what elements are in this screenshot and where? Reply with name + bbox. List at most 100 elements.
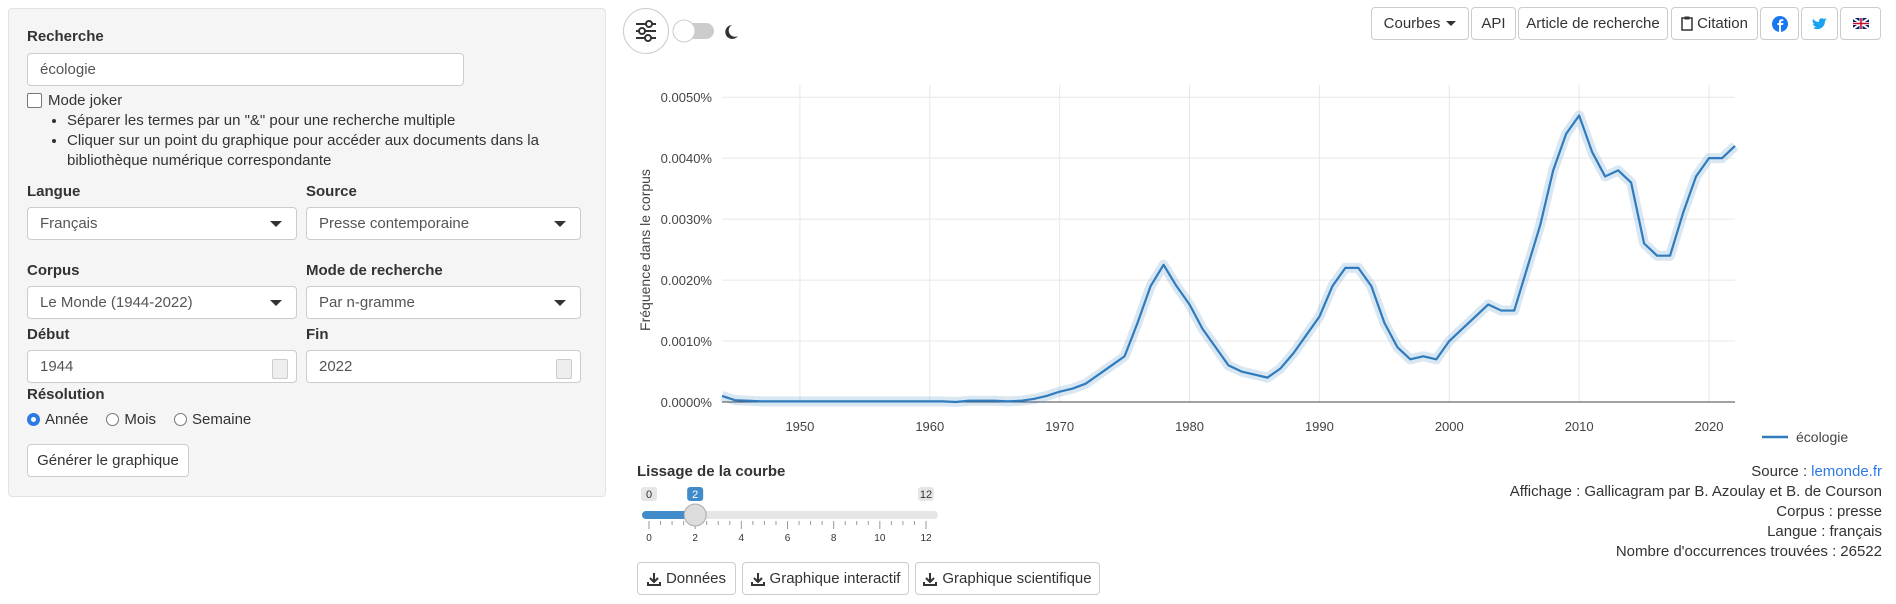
- slider-value: [687, 487, 704, 501]
- theme-toggle[interactable]: [672, 18, 742, 44]
- select-value: Le Monde (1944-2022): [40, 294, 193, 311]
- generate-button[interactable]: Générer le graphique: [27, 444, 189, 477]
- joker-label: Mode joker: [48, 92, 123, 109]
- x-tick-label: 1970: [1045, 419, 1074, 434]
- slider-max: [918, 487, 934, 501]
- info-label: Corpus :: [1776, 503, 1833, 520]
- slider-tick-label: 2: [692, 533, 698, 544]
- select-value: Presse contemporaine: [319, 215, 470, 232]
- info-line: Corpus : presse: [1776, 503, 1882, 520]
- download-icon: [646, 572, 661, 586]
- y-tick-label: 0.0020%: [661, 273, 713, 288]
- search-input[interactable]: écologie: [27, 53, 464, 86]
- slider-label: Lissage de la courbe: [637, 463, 786, 480]
- info-value: français: [1829, 523, 1882, 540]
- field-label: Source: [306, 183, 357, 200]
- twitter-button[interactable]: [1801, 7, 1838, 40]
- input-value: 2022: [319, 358, 353, 375]
- select[interactable]: Par n-gramme: [306, 286, 581, 319]
- search-label: Recherche: [27, 28, 104, 45]
- legend-label: écologie: [1796, 429, 1848, 445]
- info-value: presse: [1836, 503, 1882, 520]
- dropdown-button[interactable]: Courbes: [1371, 7, 1469, 40]
- download-button[interactable]: Graphique interactif: [742, 562, 909, 595]
- radio-group: Année Mois Semaine: [27, 411, 251, 428]
- line: [721, 114, 1736, 404]
- slider-tick-label: 6: [785, 533, 791, 544]
- joker-row: Mode joker: [27, 92, 122, 109]
- slider-min-label: 0: [646, 489, 652, 501]
- select[interactable]: Français: [27, 207, 297, 240]
- twitter-icon: [1812, 17, 1827, 29]
- checkbox[interactable]: [27, 93, 42, 108]
- download-icon: [923, 572, 938, 586]
- y-axis-title: Fréquence dans le corpus: [637, 169, 653, 331]
- radio-option[interactable]: Année: [27, 411, 88, 428]
- button-label: Citation: [1697, 15, 1748, 32]
- y-tick-label: 0.0030%: [661, 212, 713, 227]
- info-label: Source :: [1751, 463, 1808, 480]
- slider-tick-label: 0: [646, 533, 652, 544]
- info-label: Langue :: [1767, 523, 1826, 540]
- x-tick-label: 2010: [1565, 419, 1594, 434]
- select[interactable]: Presse contemporaine: [306, 207, 581, 240]
- slider[interactable]: 0 12 2 0 2 4 6 8 10 12: [630, 484, 950, 546]
- number-input[interactable]: 1944: [27, 350, 297, 383]
- select-value: Français: [40, 215, 98, 232]
- download-button[interactable]: Graphique scientifique: [915, 562, 1100, 595]
- tip: Cliquer sur un point du graphique pour a…: [67, 131, 587, 171]
- x-tick-label: 1990: [1305, 419, 1334, 434]
- citation-button[interactable]: Citation: [1671, 7, 1758, 40]
- number-input[interactable]: 2022: [306, 350, 581, 383]
- field-label: Résolution: [27, 386, 105, 403]
- button-label: Données: [665, 570, 727, 587]
- select[interactable]: Le Monde (1944-2022): [27, 286, 297, 319]
- info-label: Affichage :: [1509, 483, 1581, 500]
- radio-option[interactable]: Semaine: [174, 411, 251, 428]
- x-tick-label: 1950: [785, 419, 814, 434]
- article-button[interactable]: Article de recherche: [1518, 7, 1668, 40]
- info-line: Affichage : Gallicagram par B. Azoulay et…: [1510, 483, 1882, 500]
- chart: Fréquence dans le corpus 0.0000% 0.0010% 0…: [637, 85, 1848, 445]
- field-label: Mode de recherche: [306, 262, 443, 279]
- y-tick-label: 0.0040%: [661, 151, 713, 166]
- y-tick-label: 0.0000%: [661, 395, 713, 410]
- field-label: Début: [27, 326, 70, 343]
- api-button[interactable]: API: [1471, 7, 1516, 40]
- language-button[interactable]: [1840, 7, 1881, 40]
- button-label: Graphique scientifique: [942, 570, 1092, 587]
- radio-label: Mois: [124, 411, 157, 428]
- slider-max-label: 12: [920, 489, 932, 501]
- clipboard-icon: [1681, 16, 1693, 31]
- info-line: Source : lemonde.fr: [1751, 463, 1882, 480]
- settings-icon: [636, 20, 656, 42]
- x-tick-label: 1980: [1175, 419, 1204, 434]
- x-tick-label: 2000: [1435, 419, 1464, 434]
- slider-track: [642, 511, 938, 519]
- button-label: Courbes: [1383, 15, 1441, 32]
- x-tick-label: 1960: [915, 419, 944, 434]
- facebook-button[interactable]: [1760, 7, 1799, 40]
- radio-option[interactable]: Mois: [106, 411, 156, 428]
- radio-label: Semaine: [192, 411, 252, 428]
- tips: Séparer les termes par un "&" pour une r…: [27, 111, 587, 171]
- info-label: Nombre d'occurrences trouvées :: [1615, 543, 1837, 560]
- info-value: Gallicagram par B. Azoulay et B. de Cour…: [1584, 483, 1882, 500]
- x-tick-label: 2020: [1695, 419, 1724, 434]
- download-icon: [750, 572, 765, 586]
- tip: Séparer les termes par un "&" pour une r…: [67, 111, 587, 131]
- slider-tick-label: 12: [920, 533, 932, 544]
- input-value: 1944: [40, 358, 74, 375]
- slider-fill: [642, 511, 696, 519]
- y-tick-label: 0.0010%: [661, 334, 713, 349]
- settings-button[interactable]: [623, 8, 669, 54]
- info-value: 26522: [1840, 543, 1882, 560]
- select-value: Par n-gramme: [319, 294, 415, 311]
- download-button[interactable]: Données: [637, 562, 736, 595]
- info-line: Nombre d'occurrences trouvées :26522: [1616, 543, 1882, 560]
- source-link[interactable]: lemonde.fr: [1811, 463, 1882, 480]
- slider-tick-label: 4: [739, 533, 745, 544]
- slider-value-label: 2: [692, 489, 698, 501]
- radio-label: Année: [45, 411, 89, 428]
- slider-tick-label: 8: [831, 533, 837, 544]
